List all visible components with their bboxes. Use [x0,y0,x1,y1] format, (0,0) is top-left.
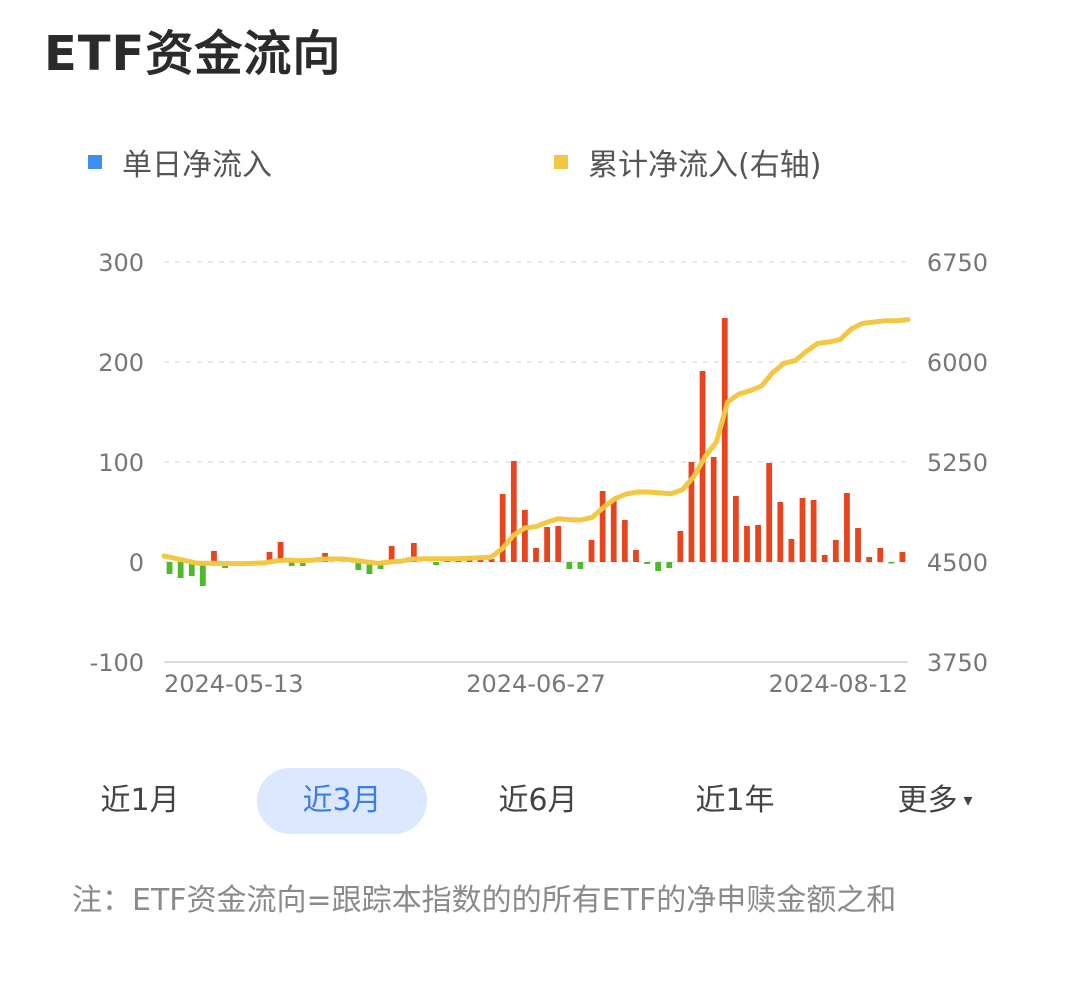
inflow-bar [899,552,906,562]
inflow-bar [510,461,517,562]
outflow-bar [644,562,650,564]
range-6m-button[interactable]: 近6月 [498,783,578,818]
inflow-bar [777,502,784,562]
left-axis-tick-label: 200 [98,349,144,377]
left-axis-tick-label: 100 [98,449,144,477]
inflow-bar [821,555,828,562]
legend-item-daily[interactable]: 单日净流入 [88,140,272,184]
inflow-bar [744,526,750,562]
inflow-bar [710,457,717,562]
inflow-bar [755,525,761,562]
x-axis-tick-label: 2024-08-12 [769,670,908,698]
outflow-bar [566,562,573,569]
inflow-bar [688,462,695,562]
inflow-bar [844,493,850,562]
inflow-bar [855,528,861,562]
right-axis-tick-label: 6750 [927,249,988,277]
legend-swatch-daily [88,155,102,169]
outflow-bar [577,562,584,569]
outflow-bar [666,562,673,568]
inflow-bar [788,539,795,562]
left-axis-tick-label: 300 [98,249,144,277]
range-1m-button[interactable]: 近1月 [100,783,180,818]
inflow-bar [799,498,806,562]
inflow-bar [810,500,817,562]
legend-swatch-cumulative [554,155,568,169]
outflow-bar [433,562,439,565]
range-more-button[interactable]: 更多 ▾ [875,768,995,834]
range-3m-button[interactable]: 近3月 [257,768,427,834]
chart-legend: 单日净流入 累计净流入(右轴) [88,140,1040,184]
page-title: ETF资金流向 [44,26,342,82]
range-selector: 近1月 近3月 近6月 近1年 更多 ▾ [40,768,1040,834]
legend-item-cumulative[interactable]: 累计净流入(右轴) [554,140,821,184]
range-more-label: 更多 [897,783,958,818]
inflow-bar [621,520,628,562]
inflow-bar [699,371,706,562]
outflow-bar [888,562,895,564]
inflow-bar [266,552,273,562]
inflow-bar [410,543,417,562]
outflow-bar [288,562,295,566]
right-axis-tick-label: 4500 [927,549,988,577]
inflow-bar [766,463,773,562]
etf-flow-chart[interactable]: 300 6750 200 6000 100 5250 0 4500 -100 3750 2024-0… [0,230,1080,710]
outflow-bar [655,562,662,571]
inflow-bar [832,540,839,562]
x-axis-tick-label: 2024-06-27 [466,670,605,698]
left-axis-tick-label: -100 [90,649,144,677]
chevron-down-icon: ▾ [963,790,973,811]
inflow-bar [866,557,873,562]
outflow-bar [199,562,206,586]
left-axis-tick-label: 0 [129,549,144,577]
legend-label-daily: 单日净流入 [122,148,272,183]
inflow-bar [522,510,528,562]
right-axis-tick-label: 6000 [927,349,988,377]
x-axis-tick-label: 2024-05-13 [164,670,303,698]
inflow-bar [599,491,606,562]
outflow-bar [355,562,362,570]
inflow-bar [610,500,617,562]
inflow-bar [499,494,506,562]
outflow-bar [299,562,306,566]
inflow-bar [732,496,739,562]
outflow-bar [177,562,184,578]
inflow-bar [211,551,217,562]
legend-label-cumulative: 累计净流入(右轴) [588,148,822,183]
inflow-bar [877,548,884,562]
right-axis-tick-label: 5250 [927,449,988,477]
inflow-bar [488,559,495,562]
outflow-bar [366,562,373,574]
outflow-bar [188,562,195,576]
inflow-bar [477,559,484,562]
inflow-bar [721,318,728,562]
inflow-bar [533,548,539,562]
right-axis-tick-label: 3750 [927,649,988,677]
cumulative-line [161,317,911,567]
inflow-bar [277,542,284,562]
inflow-bar [633,550,639,562]
inflow-bar [388,546,395,562]
footnote: 注：ETF资金流向=跟踪本指数的的所有ETF的净申赎金额之和 [72,883,897,918]
inflow-bar [588,540,595,562]
range-1y-button[interactable]: 近1年 [695,783,775,818]
inflow-bar [555,526,562,562]
inflow-bar [677,531,684,562]
outflow-bar [166,562,173,574]
inflow-bar [544,527,550,562]
